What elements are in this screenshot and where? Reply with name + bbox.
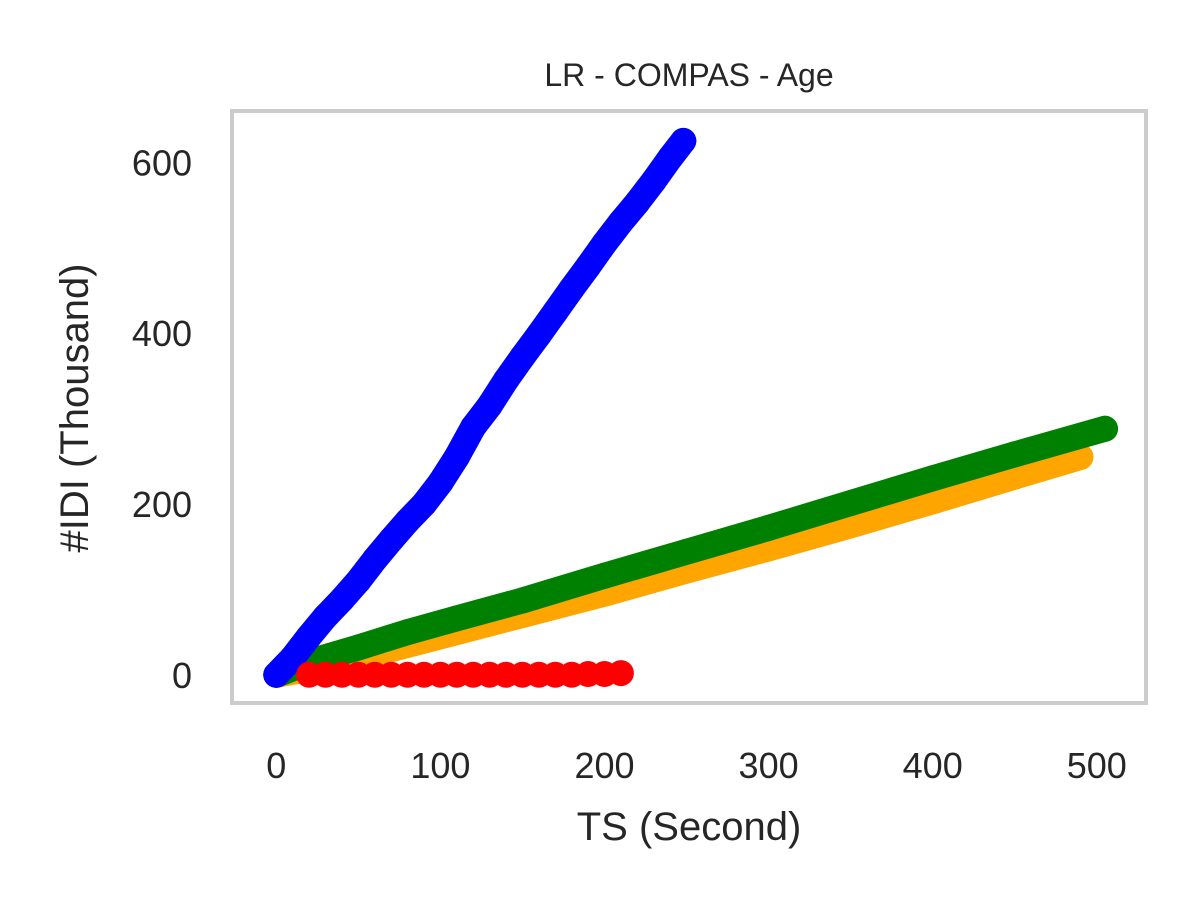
data-point xyxy=(607,209,634,236)
data-point xyxy=(460,414,487,441)
data-point xyxy=(670,127,697,154)
x-tick-label: 100 xyxy=(410,745,470,786)
data-point xyxy=(607,660,634,687)
data-point xyxy=(394,508,421,534)
data-point xyxy=(345,634,372,661)
data-point xyxy=(394,619,421,646)
data-point xyxy=(640,168,667,194)
data-point xyxy=(558,275,585,302)
data-point xyxy=(296,623,323,650)
data-point xyxy=(591,230,618,257)
data-point xyxy=(443,605,470,632)
data-point xyxy=(837,512,864,539)
data-point xyxy=(837,490,864,517)
x-tick-label: 200 xyxy=(574,745,634,786)
data-point xyxy=(591,562,618,589)
x-axis-label: TS (Second) xyxy=(577,805,802,849)
data-point xyxy=(919,488,946,515)
data-point xyxy=(427,469,454,496)
data-point xyxy=(542,298,569,325)
chart-title: LR - COMPAS - Age xyxy=(544,57,833,93)
data-point xyxy=(378,526,405,553)
data-point xyxy=(755,514,782,541)
data-point xyxy=(673,538,700,565)
x-tick-label: 400 xyxy=(903,745,963,786)
x-tick-labels: 0 100 200 300 400 500 xyxy=(266,745,1127,786)
y-tick-labels: 0 200 400 600 xyxy=(132,142,192,696)
y-axis-label: #IDI (Thousand) xyxy=(53,263,97,552)
plot-frame xyxy=(230,109,1148,705)
data-point xyxy=(361,546,388,573)
y-tick-label: 400 xyxy=(132,313,192,354)
data-point xyxy=(919,465,946,492)
data-point xyxy=(525,321,552,348)
x-tick-label: 500 xyxy=(1067,745,1127,786)
data-point xyxy=(509,587,536,614)
data-point xyxy=(1092,415,1118,442)
data-point xyxy=(443,444,470,470)
data-point xyxy=(1001,463,1028,490)
data-point xyxy=(263,661,290,688)
data-point xyxy=(476,392,503,419)
data-point xyxy=(575,253,602,280)
y-tick-label: 0 xyxy=(172,655,192,696)
series-4 xyxy=(296,660,634,688)
x-tick-label: 300 xyxy=(739,745,799,786)
data-point xyxy=(411,491,437,517)
data-point xyxy=(509,344,536,370)
data-point xyxy=(1001,441,1028,468)
y-tick-label: 200 xyxy=(132,484,192,525)
x-tick-label: 0 xyxy=(266,745,286,786)
plot-area xyxy=(230,109,1148,705)
data-point xyxy=(279,644,306,671)
series-layer xyxy=(263,127,1118,688)
data-point xyxy=(312,603,339,630)
data-point xyxy=(328,586,355,613)
data-point xyxy=(493,367,519,394)
series-3 xyxy=(263,127,697,688)
data-point xyxy=(624,189,651,216)
data-point xyxy=(345,567,372,594)
y-tick-label: 600 xyxy=(132,142,192,183)
